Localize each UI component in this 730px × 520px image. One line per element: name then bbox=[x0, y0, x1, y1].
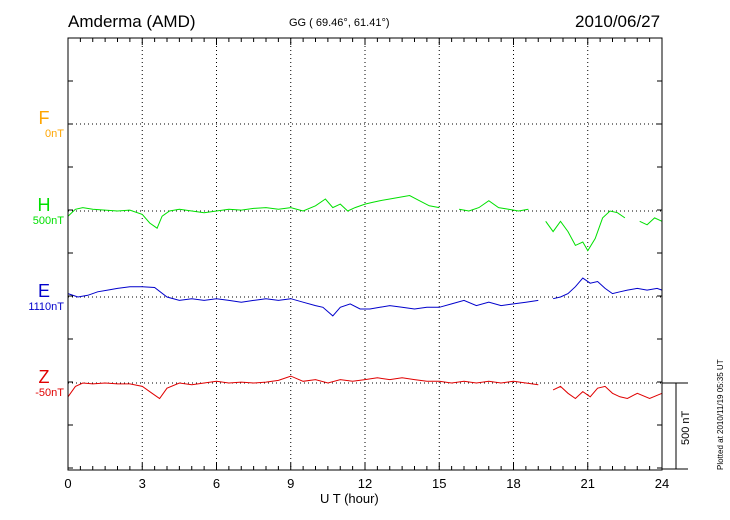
component-baseline-f: 0nT bbox=[45, 128, 64, 140]
component-baseline-e: 1110nT bbox=[28, 301, 64, 313]
x-tick-label: 24 bbox=[654, 476, 670, 491]
x-tick-label: 9 bbox=[287, 476, 295, 491]
component-label-f: F bbox=[38, 108, 50, 128]
x-tick-label: 15 bbox=[432, 476, 447, 491]
x-tick-label: 18 bbox=[506, 476, 521, 491]
x-axis-label: U T (hour) bbox=[320, 491, 379, 506]
component-label-e: E bbox=[37, 281, 50, 301]
component-baseline-z: -50nT bbox=[35, 387, 64, 399]
station-title: Amderma (AMD) bbox=[68, 12, 196, 31]
x-tick-label: 21 bbox=[580, 476, 595, 491]
plot-date: 2010/06/27 bbox=[575, 12, 661, 31]
x-tick-label: 12 bbox=[357, 476, 373, 491]
plotted-timestamp: Plotted at 2010/11/19 05:35 UT bbox=[716, 359, 725, 470]
series-z-line bbox=[67, 375, 663, 400]
series-e-line bbox=[67, 277, 663, 317]
x-tick-label: 3 bbox=[138, 476, 146, 491]
series-h-line bbox=[67, 194, 663, 252]
x-tick-label: 0 bbox=[64, 476, 72, 491]
station-coordinates: GG ( 69.46°, 61.41°) bbox=[289, 17, 390, 29]
component-baseline-h: 500nT bbox=[32, 215, 64, 227]
x-tick-label: 6 bbox=[212, 476, 221, 491]
component-label-h: H bbox=[37, 195, 51, 215]
scale-bar-label: 500 nT bbox=[680, 410, 692, 445]
component-label-z: Z bbox=[38, 367, 50, 387]
